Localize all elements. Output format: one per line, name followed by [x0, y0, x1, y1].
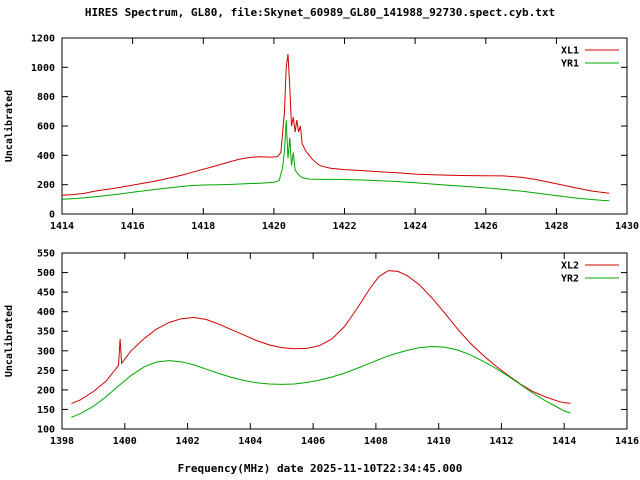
x-tick-label: 1404 [238, 436, 262, 447]
y-tick-label: 600 [37, 122, 55, 133]
x-tick-label: 1428 [544, 221, 568, 232]
series-XL1 [61, 54, 610, 196]
y-tick-label: 250 [37, 366, 55, 377]
x-tick-label: 1416 [615, 436, 639, 447]
x-tick-label: 1430 [615, 221, 639, 232]
x-tick-label: 1418 [191, 221, 215, 232]
y-tick-label: 800 [37, 92, 55, 103]
y-tick-label: 150 [37, 405, 55, 416]
top-spectrum-chart: 1414 1416 1418 1420 1422 1424 1426 1428 1430 0 200… [3, 34, 639, 233]
y-tick-label: 0 [49, 210, 55, 221]
series-YR1 [61, 120, 610, 202]
y-tick-label: 400 [37, 307, 55, 318]
y-tick-label: 100 [37, 425, 55, 436]
y-tick-label: 550 [37, 249, 55, 260]
series-XL2 [71, 270, 571, 405]
x-tick-label: 1420 [262, 221, 286, 232]
y-tick-label: 350 [37, 327, 55, 338]
y-tick-label: 1000 [31, 63, 55, 74]
x-tick-label: 1424 [403, 221, 427, 232]
bottom-spectrum-chart: 1398 1400 1402 1404 1406 1408 1410 1412 1414 1416… [3, 249, 639, 448]
legend-label-XL1: XL1 [561, 46, 579, 57]
x-tick-label: 1408 [364, 436, 388, 447]
y-tick-label: 400 [37, 151, 55, 162]
legend-label-YR2: YR2 [561, 274, 579, 285]
y-tick-label: 200 [37, 180, 55, 191]
y-tick-label: 300 [37, 346, 55, 357]
y-tick-label: 200 [37, 385, 55, 396]
chart-title: HIRES Spectrum, GL80, file:Skynet_60989_… [84, 6, 556, 19]
plot-border [61, 37, 628, 215]
x-tick-label: 1412 [489, 436, 513, 447]
y-axis-label: Uncalibrated [3, 305, 15, 377]
series-YR2 [71, 345, 571, 418]
y-tick-label: 1200 [31, 34, 55, 45]
plot-border [61, 252, 628, 430]
x-tick-label: 1400 [113, 436, 137, 447]
x-tick-label: 1414 [50, 221, 74, 232]
y-axis-label: Uncalibrated [3, 90, 15, 162]
x-tick-label: 1422 [332, 221, 356, 232]
x-axis-label: Frequency(MHz) date 2025-11-10T22:34:45.… [177, 462, 463, 475]
x-tick-label: 1406 [301, 436, 325, 447]
x-tick-label: 1402 [176, 436, 200, 447]
y-tick-label: 450 [37, 288, 55, 299]
legend-label-YR1: YR1 [561, 59, 579, 70]
x-tick-label: 1410 [427, 436, 451, 447]
x-tick-label: 1426 [474, 221, 498, 232]
y-tick-label: 500 [37, 268, 55, 279]
x-tick-label: 1416 [121, 221, 145, 232]
x-tick-label: 1398 [50, 436, 74, 447]
x-tick-label: 1414 [552, 436, 576, 447]
legend-label-XL2: XL2 [561, 261, 579, 272]
